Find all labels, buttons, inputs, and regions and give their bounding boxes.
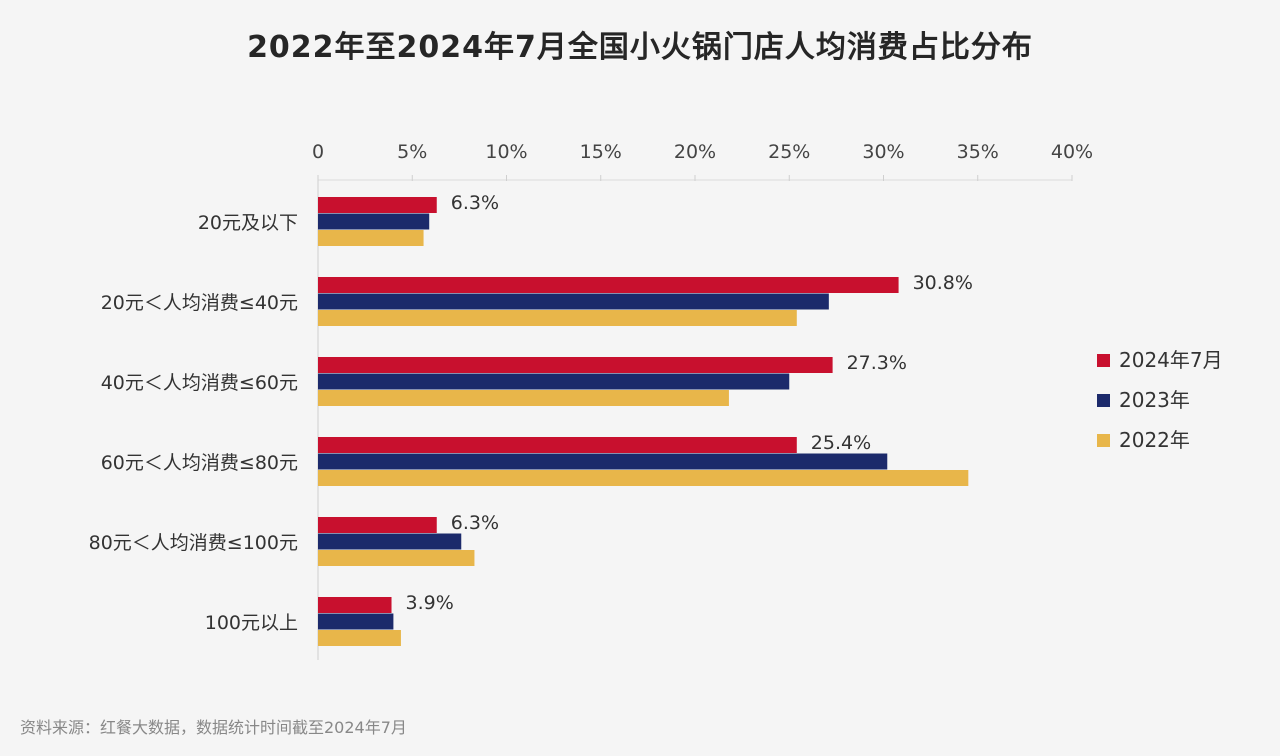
chart-title: 2022年至2024年7月全国小火锅门店人均消费占比分布	[247, 30, 1033, 65]
category-label: 20元＜人均消费≤40元	[101, 292, 298, 314]
x-tick-label: 15%	[580, 141, 622, 163]
legend-swatch	[1097, 434, 1110, 447]
category-label: 100元以上	[205, 612, 298, 634]
data-label: 6.3%	[451, 512, 499, 534]
legend-swatch	[1097, 394, 1110, 407]
bar	[318, 373, 790, 390]
bar	[318, 470, 969, 486]
bar	[318, 390, 729, 406]
bar	[318, 437, 797, 453]
bar	[318, 213, 430, 230]
bar	[318, 517, 437, 533]
legend-swatch	[1097, 354, 1110, 367]
bar	[318, 550, 475, 566]
x-tick-label: 30%	[862, 141, 904, 163]
x-tick-label: 25%	[768, 141, 810, 163]
category-label: 60元＜人均消费≤80元	[101, 452, 298, 474]
legend-label: 2022年	[1119, 428, 1190, 452]
x-tick-label: 35%	[957, 141, 999, 163]
bar	[318, 597, 392, 613]
bar	[318, 630, 401, 646]
category-label: 40元＜人均消费≤60元	[101, 372, 298, 394]
bar	[318, 613, 394, 630]
data-label: 27.3%	[847, 352, 907, 374]
category-label: 80元＜人均消费≤100元	[89, 532, 298, 554]
legend-label: 2024年7月	[1119, 348, 1223, 372]
data-label: 25.4%	[811, 432, 871, 454]
category-label: 20元及以下	[198, 212, 298, 234]
source-note: 资料来源：红餐大数据，数据统计时间截至2024年7月	[20, 718, 407, 737]
data-label: 30.8%	[913, 272, 973, 294]
legend-label: 2023年	[1119, 388, 1190, 412]
bar	[318, 357, 833, 373]
bar	[318, 293, 829, 310]
bar	[318, 533, 462, 550]
x-tick-label: 5%	[397, 141, 427, 163]
x-tick-label: 0	[312, 141, 324, 163]
bar	[318, 277, 899, 293]
x-tick-label: 40%	[1051, 141, 1093, 163]
bar	[318, 230, 424, 246]
data-label: 3.9%	[406, 592, 454, 614]
bar	[318, 310, 797, 326]
x-tick-label: 10%	[485, 141, 527, 163]
bar	[318, 197, 437, 213]
x-tick-label: 20%	[674, 141, 716, 163]
bar	[318, 453, 888, 470]
data-label: 6.3%	[451, 192, 499, 214]
